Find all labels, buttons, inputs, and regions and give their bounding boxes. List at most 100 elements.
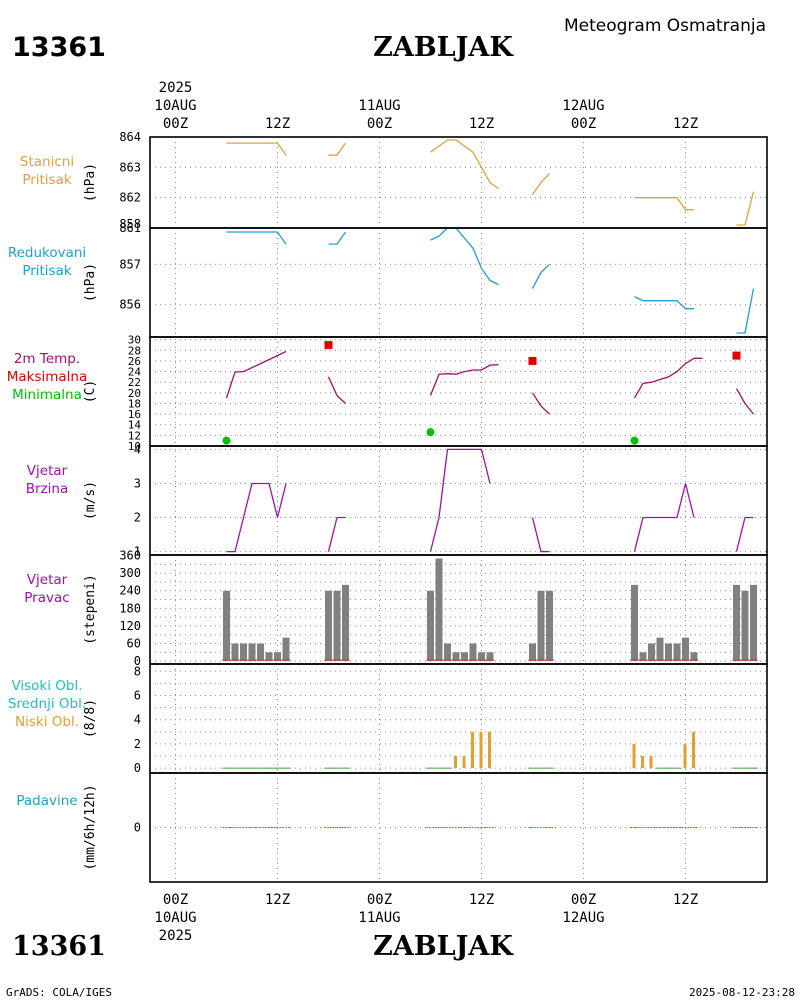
variable-label: Pritisak: [22, 263, 72, 279]
variable-label: Vjetar: [27, 572, 68, 588]
y-tick-label: 4: [134, 442, 141, 456]
wind-direction-bar: [631, 584, 638, 662]
unit-label: (hPa): [83, 163, 98, 202]
series-line-station_pressure: [736, 191, 755, 226]
series-line-temperature: [633, 357, 703, 399]
y-tick-label: 858: [119, 217, 141, 231]
panel-wind_direction: 0 60 120 180 240 300 360 (stepeni) Vjetar Pravac: [24, 549, 768, 668]
series-line-wind_speed: [429, 448, 491, 552]
y-tick-label: 8: [134, 664, 141, 678]
panel-frame: [149, 445, 768, 556]
unit-label: (hPa): [83, 263, 98, 302]
wind-direction-bar: [223, 590, 230, 662]
max-temp-marker: [324, 340, 333, 349]
series-line-temperature: [327, 376, 346, 404]
series-line-temperature: [531, 392, 550, 415]
wind-direction-bar: [656, 637, 664, 662]
panel-frame: [149, 136, 768, 229]
plot-timestamp: 2025-08-12-23:28: [689, 986, 795, 999]
y-tick-label: 857: [119, 257, 141, 271]
y-tick-label: 180: [119, 601, 141, 615]
date-label: 11AUG: [358, 98, 400, 114]
wind-direction-bar: [690, 652, 698, 662]
low-cloud-bar: [649, 756, 653, 769]
variable-label: Pritisak: [22, 172, 72, 188]
date-label: 10AUG: [154, 910, 196, 926]
y-tick-label: 10: [128, 440, 141, 453]
y-tick-label: 18: [128, 397, 141, 410]
y-tick-label: 120: [119, 619, 141, 633]
time-tick-label: 12Z: [469, 116, 494, 132]
wind-direction-bar: [282, 637, 290, 662]
wind-direction-bar: [427, 590, 434, 662]
panels: 861862863864(hPa)StanicniPritisak8568578…: [7, 130, 768, 883]
series-line-reduced_pressure: [328, 231, 347, 245]
date-label: 12AUG: [562, 910, 604, 926]
low-cloud-bar: [454, 756, 457, 769]
variable-label: Maksimalna: [7, 369, 88, 385]
variable-label: Srednji Obl.: [8, 696, 86, 712]
wind-direction-bar: [265, 652, 273, 662]
series-line-reduced_pressure: [226, 231, 287, 245]
series-line-temperature: [225, 350, 287, 399]
series-line-reduced_pressure: [430, 227, 499, 286]
y-tick-label: 24: [128, 366, 142, 379]
variable-label: Stanicni: [20, 154, 74, 170]
unit-label: (m/s): [83, 481, 98, 520]
panel-frame: [149, 772, 768, 883]
y-tick-label: 856: [119, 298, 141, 312]
y-tick-label: 861: [119, 221, 141, 235]
y-tick-label: 864: [119, 130, 141, 144]
top-time-axis: 2025 00Z 10AUG 12Z 00Z 11AUG 12Z 00Z 12AUG 12Z: [154, 80, 698, 132]
low-cloud-bar: [479, 731, 483, 769]
time-tick-label: 00Z: [571, 116, 596, 132]
panel-frame: [149, 336, 768, 447]
y-tick-label: 3: [134, 476, 141, 490]
y-tick-label: 12: [128, 429, 141, 442]
low-cloud-bar: [488, 731, 491, 769]
wind-direction-bar: [231, 643, 239, 662]
panel-reduced_pressure: 856 857 858 (hPa) Redukovani Pritisak: [8, 217, 768, 338]
y-tick-label: 60: [127, 636, 141, 650]
panel-frame: [149, 227, 768, 338]
time-tick-label: 00Z: [163, 892, 188, 908]
y-tick-label: 26: [128, 355, 141, 368]
y-tick-label: 2: [134, 737, 141, 751]
y-tick-label: 0: [134, 821, 141, 835]
wind-direction-bar: [682, 637, 689, 662]
y-tick-label: 20: [128, 387, 141, 400]
station-id-bottom: 13361: [12, 931, 106, 962]
variable-label: Vjetar: [27, 463, 68, 479]
time-tick-label: 00Z: [367, 116, 392, 132]
series-line-station_pressure: [430, 139, 499, 190]
y-tick-label: 14: [128, 419, 142, 432]
wind-direction-bar: [478, 652, 485, 662]
wind-direction-bar: [274, 652, 281, 662]
series-line-wind_speed: [327, 516, 346, 552]
wind-direction-bar: [733, 584, 740, 662]
bottom-time-axis: 2025 00Z 10AUG 12Z 00Z 11AUG 12Z 00Z 12AUG 12Z: [154, 892, 698, 944]
wind-direction-bar: [240, 643, 247, 662]
time-tick-label: 12Z: [673, 892, 698, 908]
variable-label: Pravac: [24, 590, 69, 606]
year-label: 2025: [159, 928, 193, 944]
time-tick-label: 12Z: [469, 892, 494, 908]
wind-direction-bar: [469, 643, 477, 662]
y-tick-label: 6: [134, 688, 141, 702]
wind-direction-bar: [248, 643, 256, 662]
y-tick-label: 1: [134, 545, 141, 559]
unit-label: (stepeni): [83, 574, 98, 644]
time-tick-label: 00Z: [571, 892, 596, 908]
meteogram-subtitle: Meteogram Osmatranja: [564, 16, 766, 36]
y-tick-label: 0: [134, 761, 141, 775]
series-line-temperature: [429, 363, 499, 396]
wind-direction-bar: [444, 643, 451, 662]
wind-direction-bar: [461, 652, 468, 662]
panel-wind_speed: 1 2 3 4 (m/s) Vjetar Brzina: [26, 442, 768, 559]
wind-direction-bar: [486, 652, 494, 662]
min-temp-marker: [222, 436, 231, 445]
max-temp-marker: [528, 356, 537, 365]
wind-direction-bar: [435, 558, 443, 662]
date-label: 10AUG: [154, 98, 196, 114]
